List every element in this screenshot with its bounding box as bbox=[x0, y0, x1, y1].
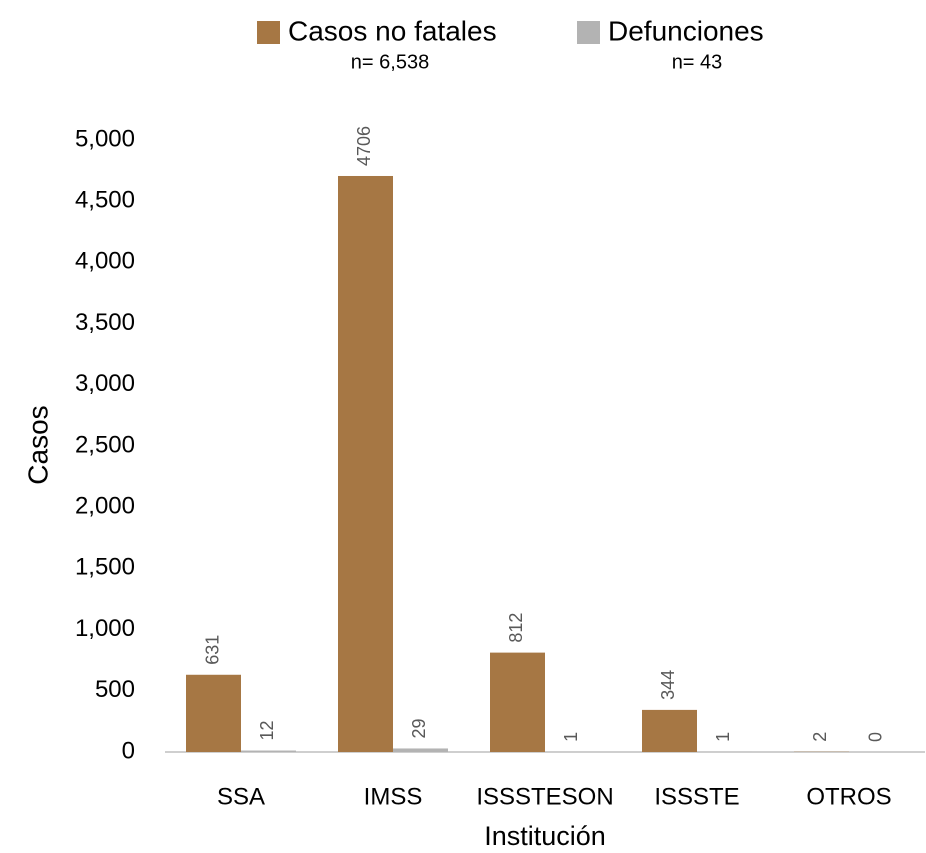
value-label: 2 bbox=[810, 732, 830, 742]
y-tick-label: 1,500 bbox=[75, 554, 135, 581]
value-label: 1 bbox=[561, 732, 581, 742]
legend-swatch bbox=[257, 21, 280, 44]
y-tick-label: 4,500 bbox=[75, 187, 135, 214]
y-tick-label: 4,000 bbox=[75, 248, 135, 275]
y-tick-label: 3,000 bbox=[75, 370, 135, 397]
x-tick-label: OTROS bbox=[806, 783, 891, 810]
value-label: 4706 bbox=[354, 126, 374, 166]
x-axis-title: Institución bbox=[484, 821, 606, 851]
legend-swatch bbox=[577, 21, 600, 44]
value-label: 812 bbox=[506, 613, 526, 643]
y-tick-label: 5,000 bbox=[75, 125, 135, 152]
y-tick-label: 2,500 bbox=[75, 431, 135, 458]
legend-note: n= 43 bbox=[672, 51, 723, 73]
y-axis-title: Casos bbox=[22, 405, 53, 484]
x-tick-label: ISSSTESON bbox=[476, 783, 613, 810]
y-tick-label: 2,000 bbox=[75, 493, 135, 520]
bar bbox=[241, 750, 296, 752]
y-tick-label: 3,500 bbox=[75, 309, 135, 336]
bar bbox=[393, 748, 448, 752]
x-tick-label: IMSS bbox=[364, 783, 423, 810]
x-tick-label: SSA bbox=[217, 783, 265, 810]
value-label: 12 bbox=[257, 720, 277, 740]
bar bbox=[186, 674, 241, 752]
y-tick-label: 500 bbox=[95, 676, 135, 703]
y-tick-label: 1,000 bbox=[75, 615, 135, 642]
legend-note: n= 6,538 bbox=[351, 51, 429, 73]
bar bbox=[338, 175, 393, 752]
value-label: 344 bbox=[658, 670, 678, 700]
x-tick-label: ISSSTE bbox=[654, 783, 739, 810]
y-tick-label: 0 bbox=[122, 737, 135, 764]
value-label: 29 bbox=[409, 718, 429, 738]
legend-label: Defunciones bbox=[608, 15, 764, 46]
value-label: 631 bbox=[202, 635, 222, 665]
bar bbox=[642, 709, 697, 752]
bar bbox=[490, 652, 545, 752]
legend-label: Casos no fatales bbox=[288, 15, 497, 46]
value-label: 0 bbox=[865, 732, 885, 742]
value-label: 1 bbox=[713, 732, 733, 742]
